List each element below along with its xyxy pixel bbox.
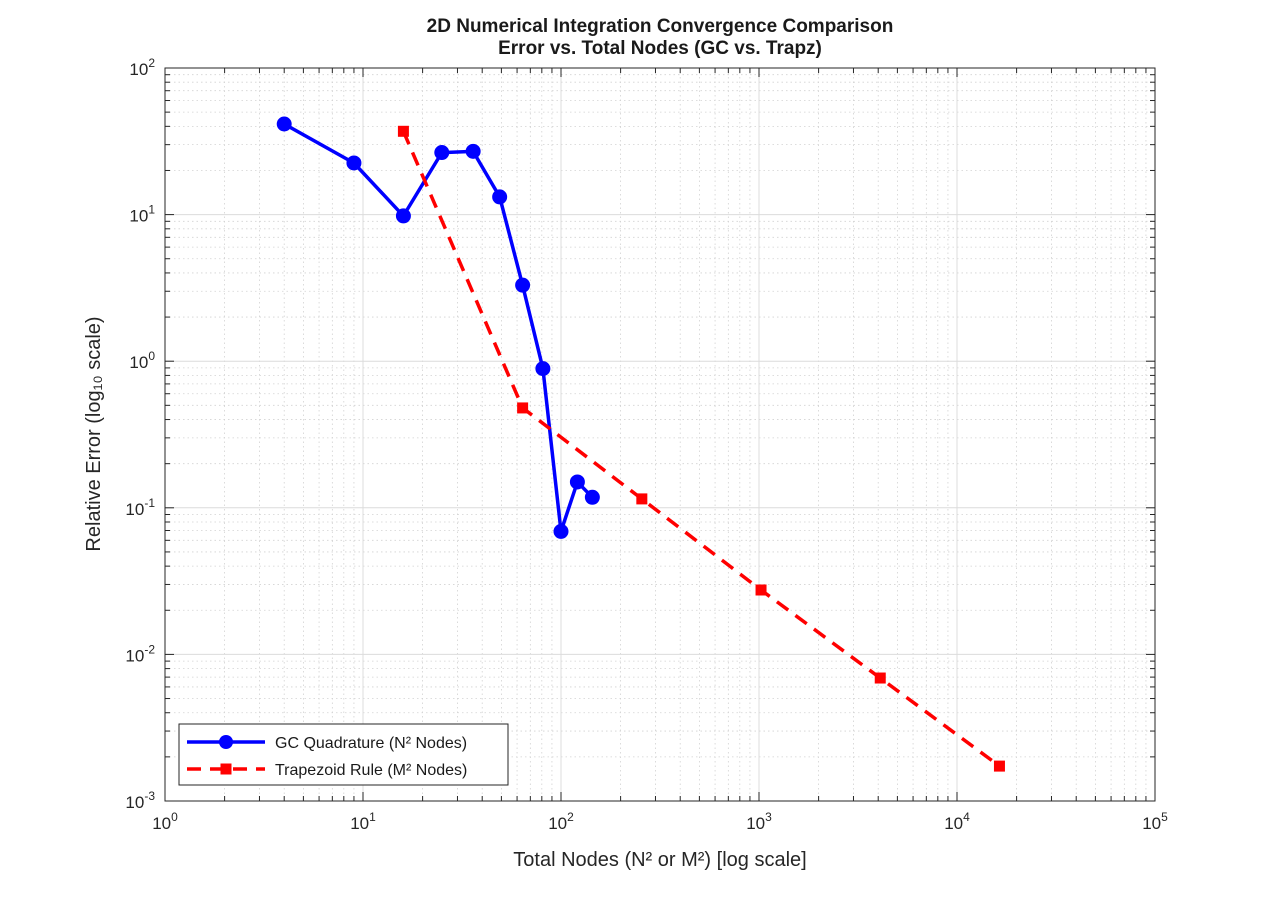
legend-box [178,723,509,786]
series-2 [397,125,1005,772]
plot-frame [164,67,1156,802]
y-axis-tick-labels: 10-3 10-2 10-1 100 101 102 [125,56,155,812]
y-tick-label: 101 [129,203,155,226]
y-tick-label: 10-1 [125,496,155,519]
data-point [276,116,292,132]
axis-ticks [164,67,1156,802]
y-tick-label: 10-2 [125,642,155,665]
series-layer [276,116,1005,772]
y-tick-label: 10-3 [125,789,155,812]
data-point [515,277,531,293]
data-point [535,361,551,377]
minor-grid [165,68,1155,801]
data-point [755,584,767,596]
data-point [434,145,450,161]
x-tick-label: 103 [746,810,772,833]
series-1 [276,116,600,539]
y-tick-label: 100 [129,349,155,372]
data-point [492,189,508,205]
x-tick-label: 105 [1142,810,1168,833]
y-tick-label: 102 [129,56,155,79]
data-point [874,672,886,684]
chart-title: 2D Numerical Integration Convergence Com… [427,16,894,59]
legend-marker-2 [220,763,232,775]
data-point [397,125,409,137]
data-point [636,493,648,505]
y-axis-label: Relative Error (log₁₀ scale) [83,316,105,551]
legend-marker-1 [219,735,233,749]
x-tick-label: 101 [350,810,376,833]
x-tick-label: 104 [944,810,970,833]
data-point [584,489,600,505]
data-point [517,402,529,414]
data-point [465,143,481,159]
legend-label-2: Trapezoid Rule (M² Nodes) [275,762,467,779]
data-point [346,155,362,171]
x-axis-tick-labels: 100 101 102 103 104 105 [152,810,1168,833]
legend: GC Quadrature (N² Nodes) Trapezoid Rule (… [178,723,509,786]
x-tick-label: 100 [152,810,178,833]
x-axis-label: Total Nodes (N² or M²) [log scale] [513,849,806,871]
data-point [395,208,411,224]
legend-label-1: GC Quadrature (N² Nodes) [275,735,467,752]
chart-title-line-2: Error vs. Total Nodes (GC vs. Trapz) [498,38,822,59]
data-point [569,474,585,490]
x-tick-label: 102 [548,810,574,833]
data-point [993,760,1005,772]
plot-area [165,68,1155,801]
chart-title-line-1: 2D Numerical Integration Convergence Com… [427,16,894,37]
data-point [553,523,569,539]
